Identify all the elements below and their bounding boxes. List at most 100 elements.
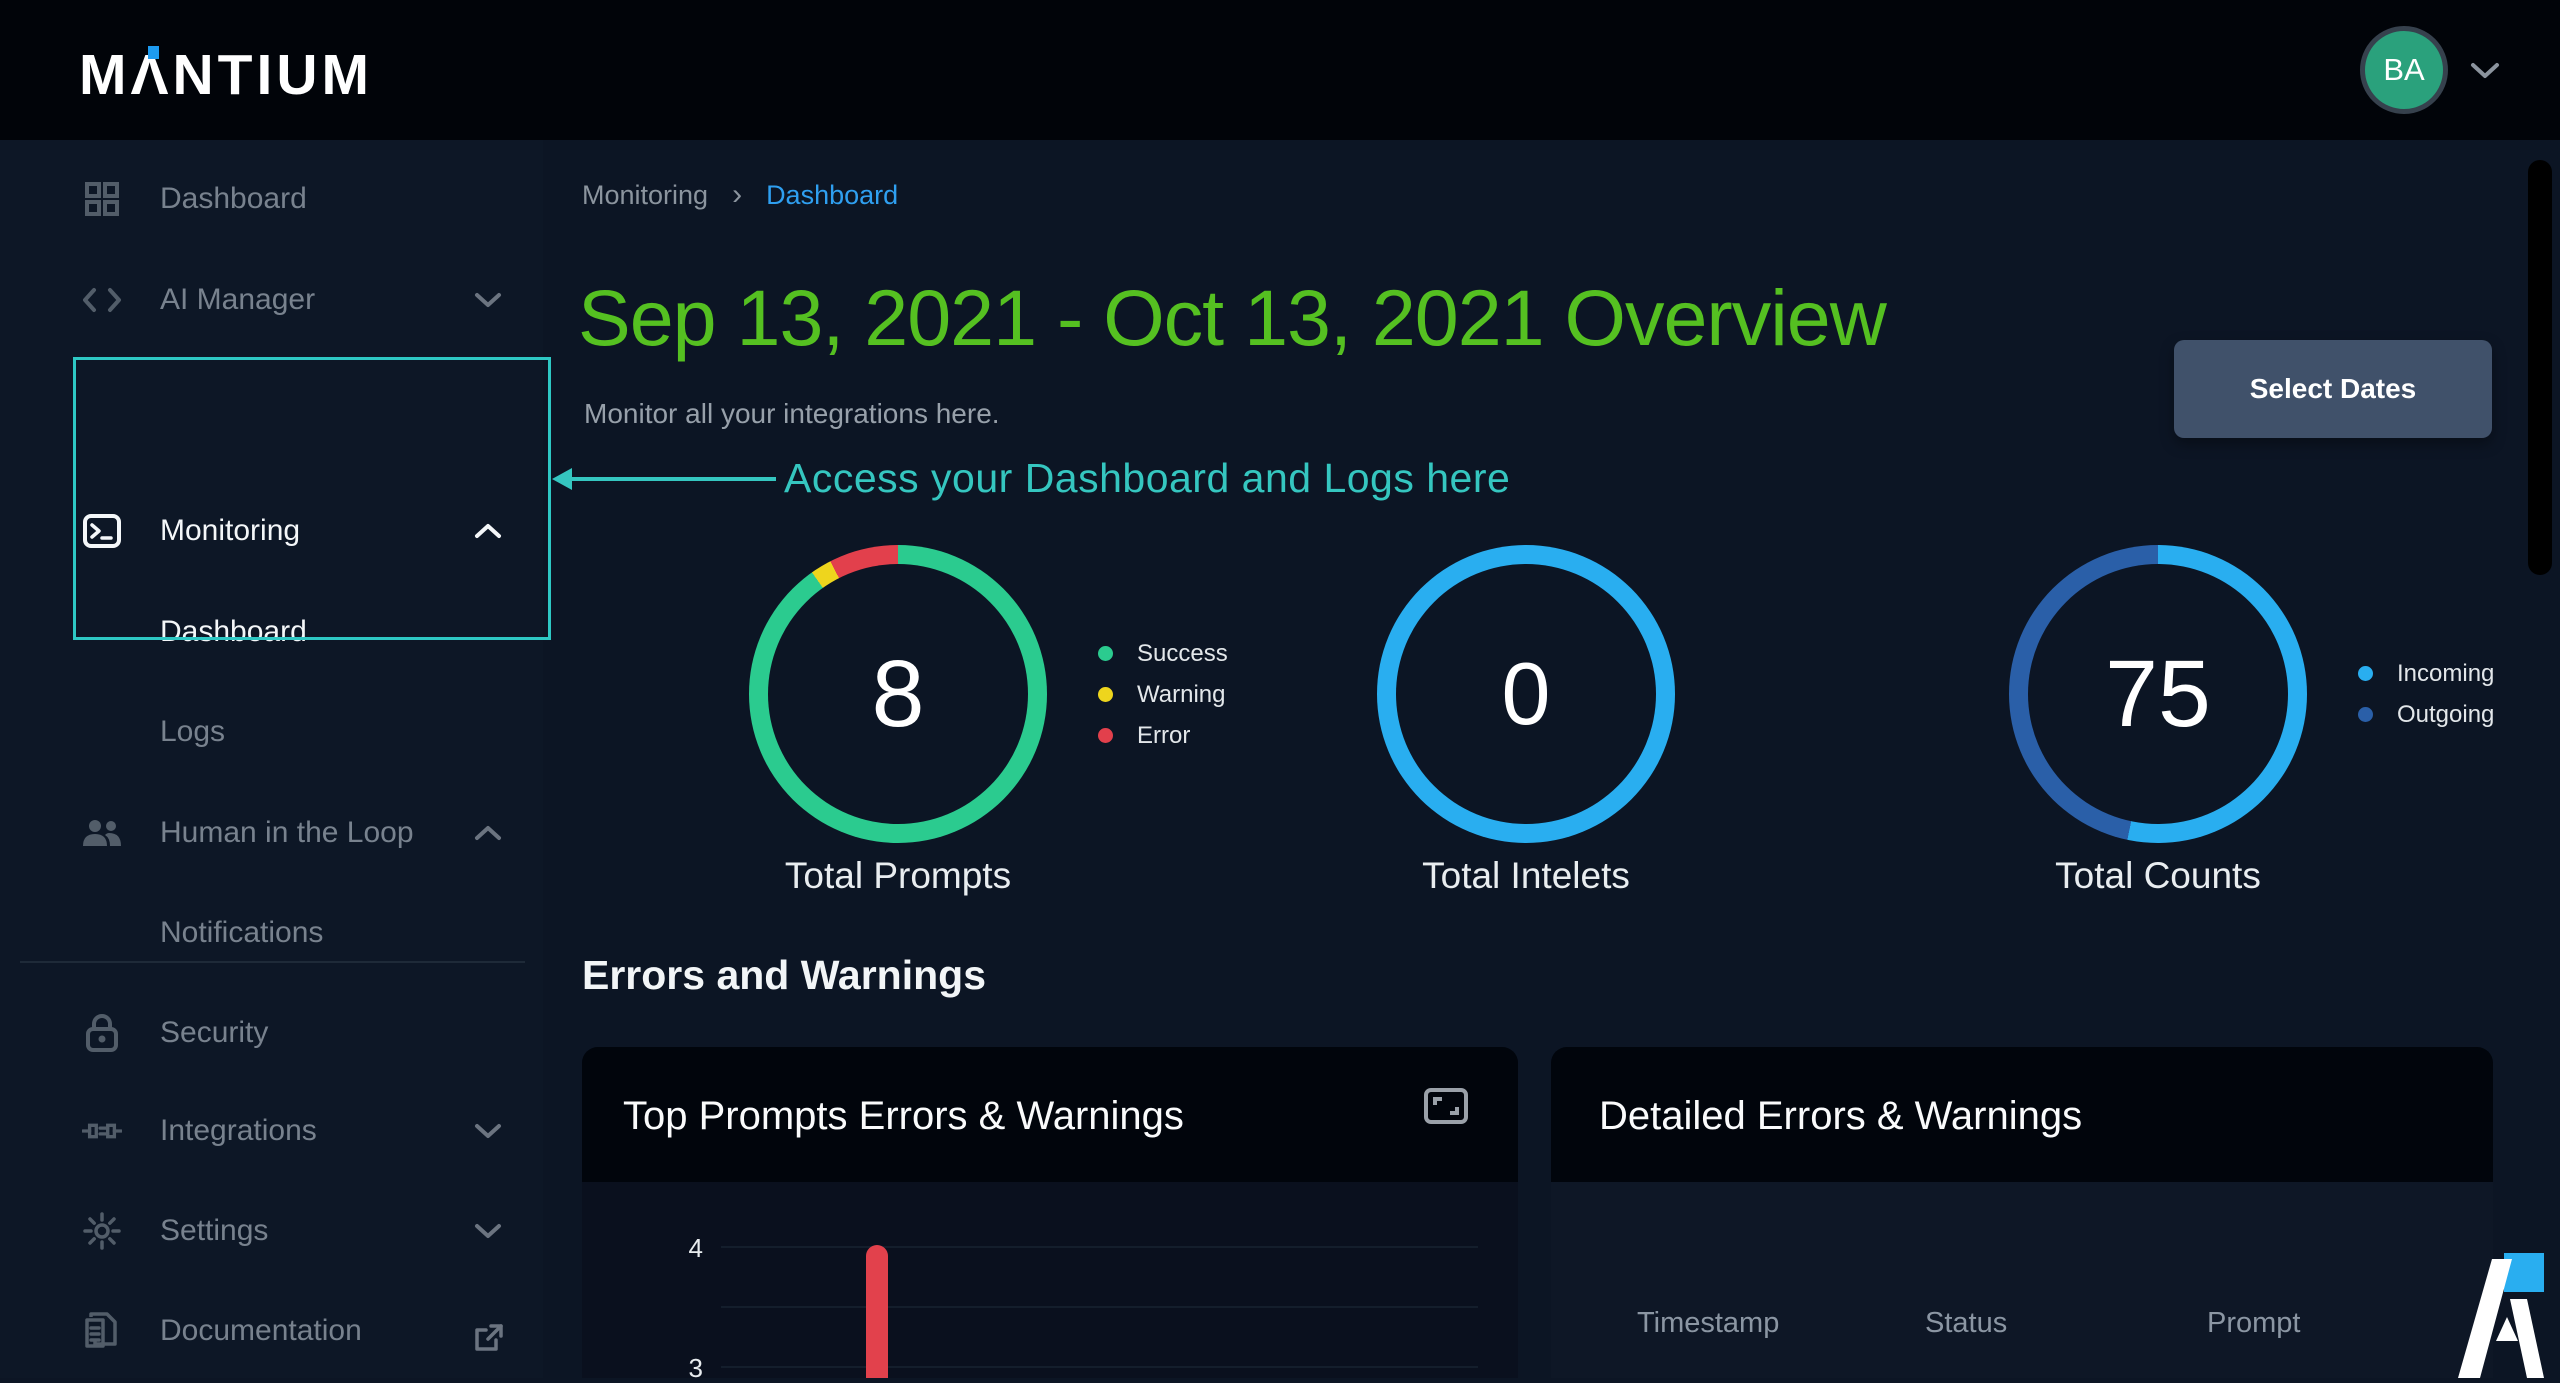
grid-icon [82,179,122,219]
sidebar-item-settings[interactable]: Settings [0,1199,543,1263]
sidebar-item-label: Dashboard [160,615,307,648]
sidebar-subitem-dashboard[interactable]: Dashboard [0,600,543,664]
sidebar-item-dashboard[interactable]: Dashboard [0,167,543,231]
donut-total-intelets: 0 [1377,545,1675,843]
legend-dot-error [1098,728,1113,743]
bar-chart: 4 3 [582,1182,1518,1378]
top-bar: M Λ NTIUM BA [0,0,2560,140]
panel-title: Top Prompts Errors & Warnings [623,1094,1184,1138]
user-menu[interactable]: BA [2360,26,2500,114]
plug-icon [82,1111,122,1151]
sidebar-item-ai-manager[interactable]: AI Manager [0,268,543,332]
y-axis-tick: 4 [688,1233,703,1263]
gear-icon [82,1211,122,1251]
legend-counts: Incoming Outgoing [2358,659,2495,728]
legend-item: Incoming [2358,659,2495,687]
y-axis-tick: 3 [688,1353,703,1378]
lock-icon [82,1013,122,1053]
sidebar-subitem-logs[interactable]: Logs [0,700,543,764]
select-dates-button[interactable]: Select Dates [2174,340,2492,438]
column-header-status[interactable]: Status [1925,1307,2008,1339]
section-heading-errors-warnings: Errors and Warnings [582,952,986,998]
sidebar-divider [20,961,525,963]
donut-label: Total Intelets [1422,855,1630,896]
legend-dot-success [1098,646,1113,661]
sidebar: Dashboard AI Manager Monitoring Dashboar… [0,140,543,1378]
column-header-prompt[interactable]: Prompt [2207,1307,2301,1339]
mantium-logo[interactable]: M Λ NTIUM [79,42,373,108]
sidebar-item-label: Integrations [160,1114,317,1147]
logo-text-rest: NTIUM [172,43,373,107]
legend-label: Warning [1137,680,1226,708]
donut-value: 8 [871,640,925,747]
breadcrumb: Monitoring › Dashboard [582,178,898,212]
sidebar-item-label: Dashboard [160,182,307,215]
arrow-line [572,476,776,481]
legend-prompts: Success Warning Error [1098,639,1228,749]
logo-blue-accent [147,46,159,59]
breadcrumb-page[interactable]: Dashboard [766,179,899,210]
sidebar-item-label: Documentation [160,1314,362,1347]
donut-total-counts: 75 [2009,545,2307,843]
gridline [721,1306,1478,1308]
sidebar-item-label: Human in the Loop [160,816,414,849]
legend-item: Error [1098,721,1228,749]
legend-dot-incoming [2358,666,2373,681]
donut-value: 0 [1501,644,1551,743]
panel-header: Top Prompts Errors & Warnings [582,1047,1518,1182]
bar-errors[interactable] [866,1245,888,1378]
donut-value: 75 [2105,640,2211,747]
donut-label: Total Prompts [784,855,1012,896]
terminal-icon [82,511,122,551]
legend-dot-warning [1098,687,1113,702]
document-icon [82,1311,122,1351]
page-subtitle: Monitor all your integrations here. [584,398,1000,429]
donut-total-prompts: 8 [749,545,1047,843]
sidebar-item-integrations[interactable]: Integrations [0,1099,543,1163]
mantium-brand-mark [2452,1253,2544,1383]
sidebar-item-monitoring[interactable]: Monitoring [0,499,543,563]
column-header-timestamp[interactable]: Timestamp [1637,1307,1780,1339]
page-title: Sep 13, 2021 - Oct 13, 2021 Overview [578,273,1887,362]
sidebar-item-label: AI Manager [160,283,316,316]
sidebar-item-label: Logs [160,715,226,748]
scrollbar-thumb[interactable] [2528,160,2552,575]
sidebar-item-label: Security [160,1016,269,1049]
sidebar-item-security[interactable]: Security [0,1001,543,1065]
chevron-down-icon[interactable] [2470,62,2500,79]
avatar[interactable]: BA [2360,26,2448,114]
legend-item: Outgoing [2358,700,2495,728]
breadcrumb-separator-icon: › [732,178,743,211]
legend-item: Success [1098,639,1228,667]
chevron-down-icon [474,1123,502,1139]
sidebar-item-human-in-the-loop[interactable]: Human in the Loop [0,801,543,865]
gridline [721,1246,1478,1248]
breadcrumb-section[interactable]: Monitoring [582,179,709,210]
sidebar-item-label: Monitoring [160,514,301,547]
legend-label: Error [1137,721,1191,749]
brand-blue-square [2504,1253,2544,1292]
legend-label: Outgoing [2397,700,2495,728]
people-icon [82,813,122,853]
external-link-icon [474,1323,503,1351]
logo-text-m: M [79,43,131,107]
panel-header: Detailed Errors & Warnings [1551,1047,2493,1182]
panel-top-prompts-errors-warnings: Top Prompts Errors & Warnings 4 3 [582,1047,1518,1378]
sidebar-item-label: Settings [160,1214,269,1247]
chevron-down-icon [474,1223,502,1239]
code-icon [82,280,122,320]
sidebar-item-documentation[interactable]: Documentation [0,1299,543,1363]
legend-label: Incoming [2397,659,2495,687]
chevron-up-icon [474,825,502,841]
sidebar-item-label: Notifications [160,916,324,949]
chevron-down-icon [474,292,502,308]
legend-label: Success [1137,639,1228,667]
expand-icon[interactable] [1424,1088,1468,1124]
sidebar-subitem-notifications[interactable]: Notifications [0,901,543,965]
annotation-callout: Access your Dashboard and Logs here [552,455,1510,502]
panel-detailed-errors-warnings: Detailed Errors & Warnings Timestamp Sta… [1551,1047,2493,1378]
donut-label: Total Counts [2055,855,2261,896]
legend-item: Warning [1098,680,1228,708]
panel-title: Detailed Errors & Warnings [1599,1094,2083,1138]
